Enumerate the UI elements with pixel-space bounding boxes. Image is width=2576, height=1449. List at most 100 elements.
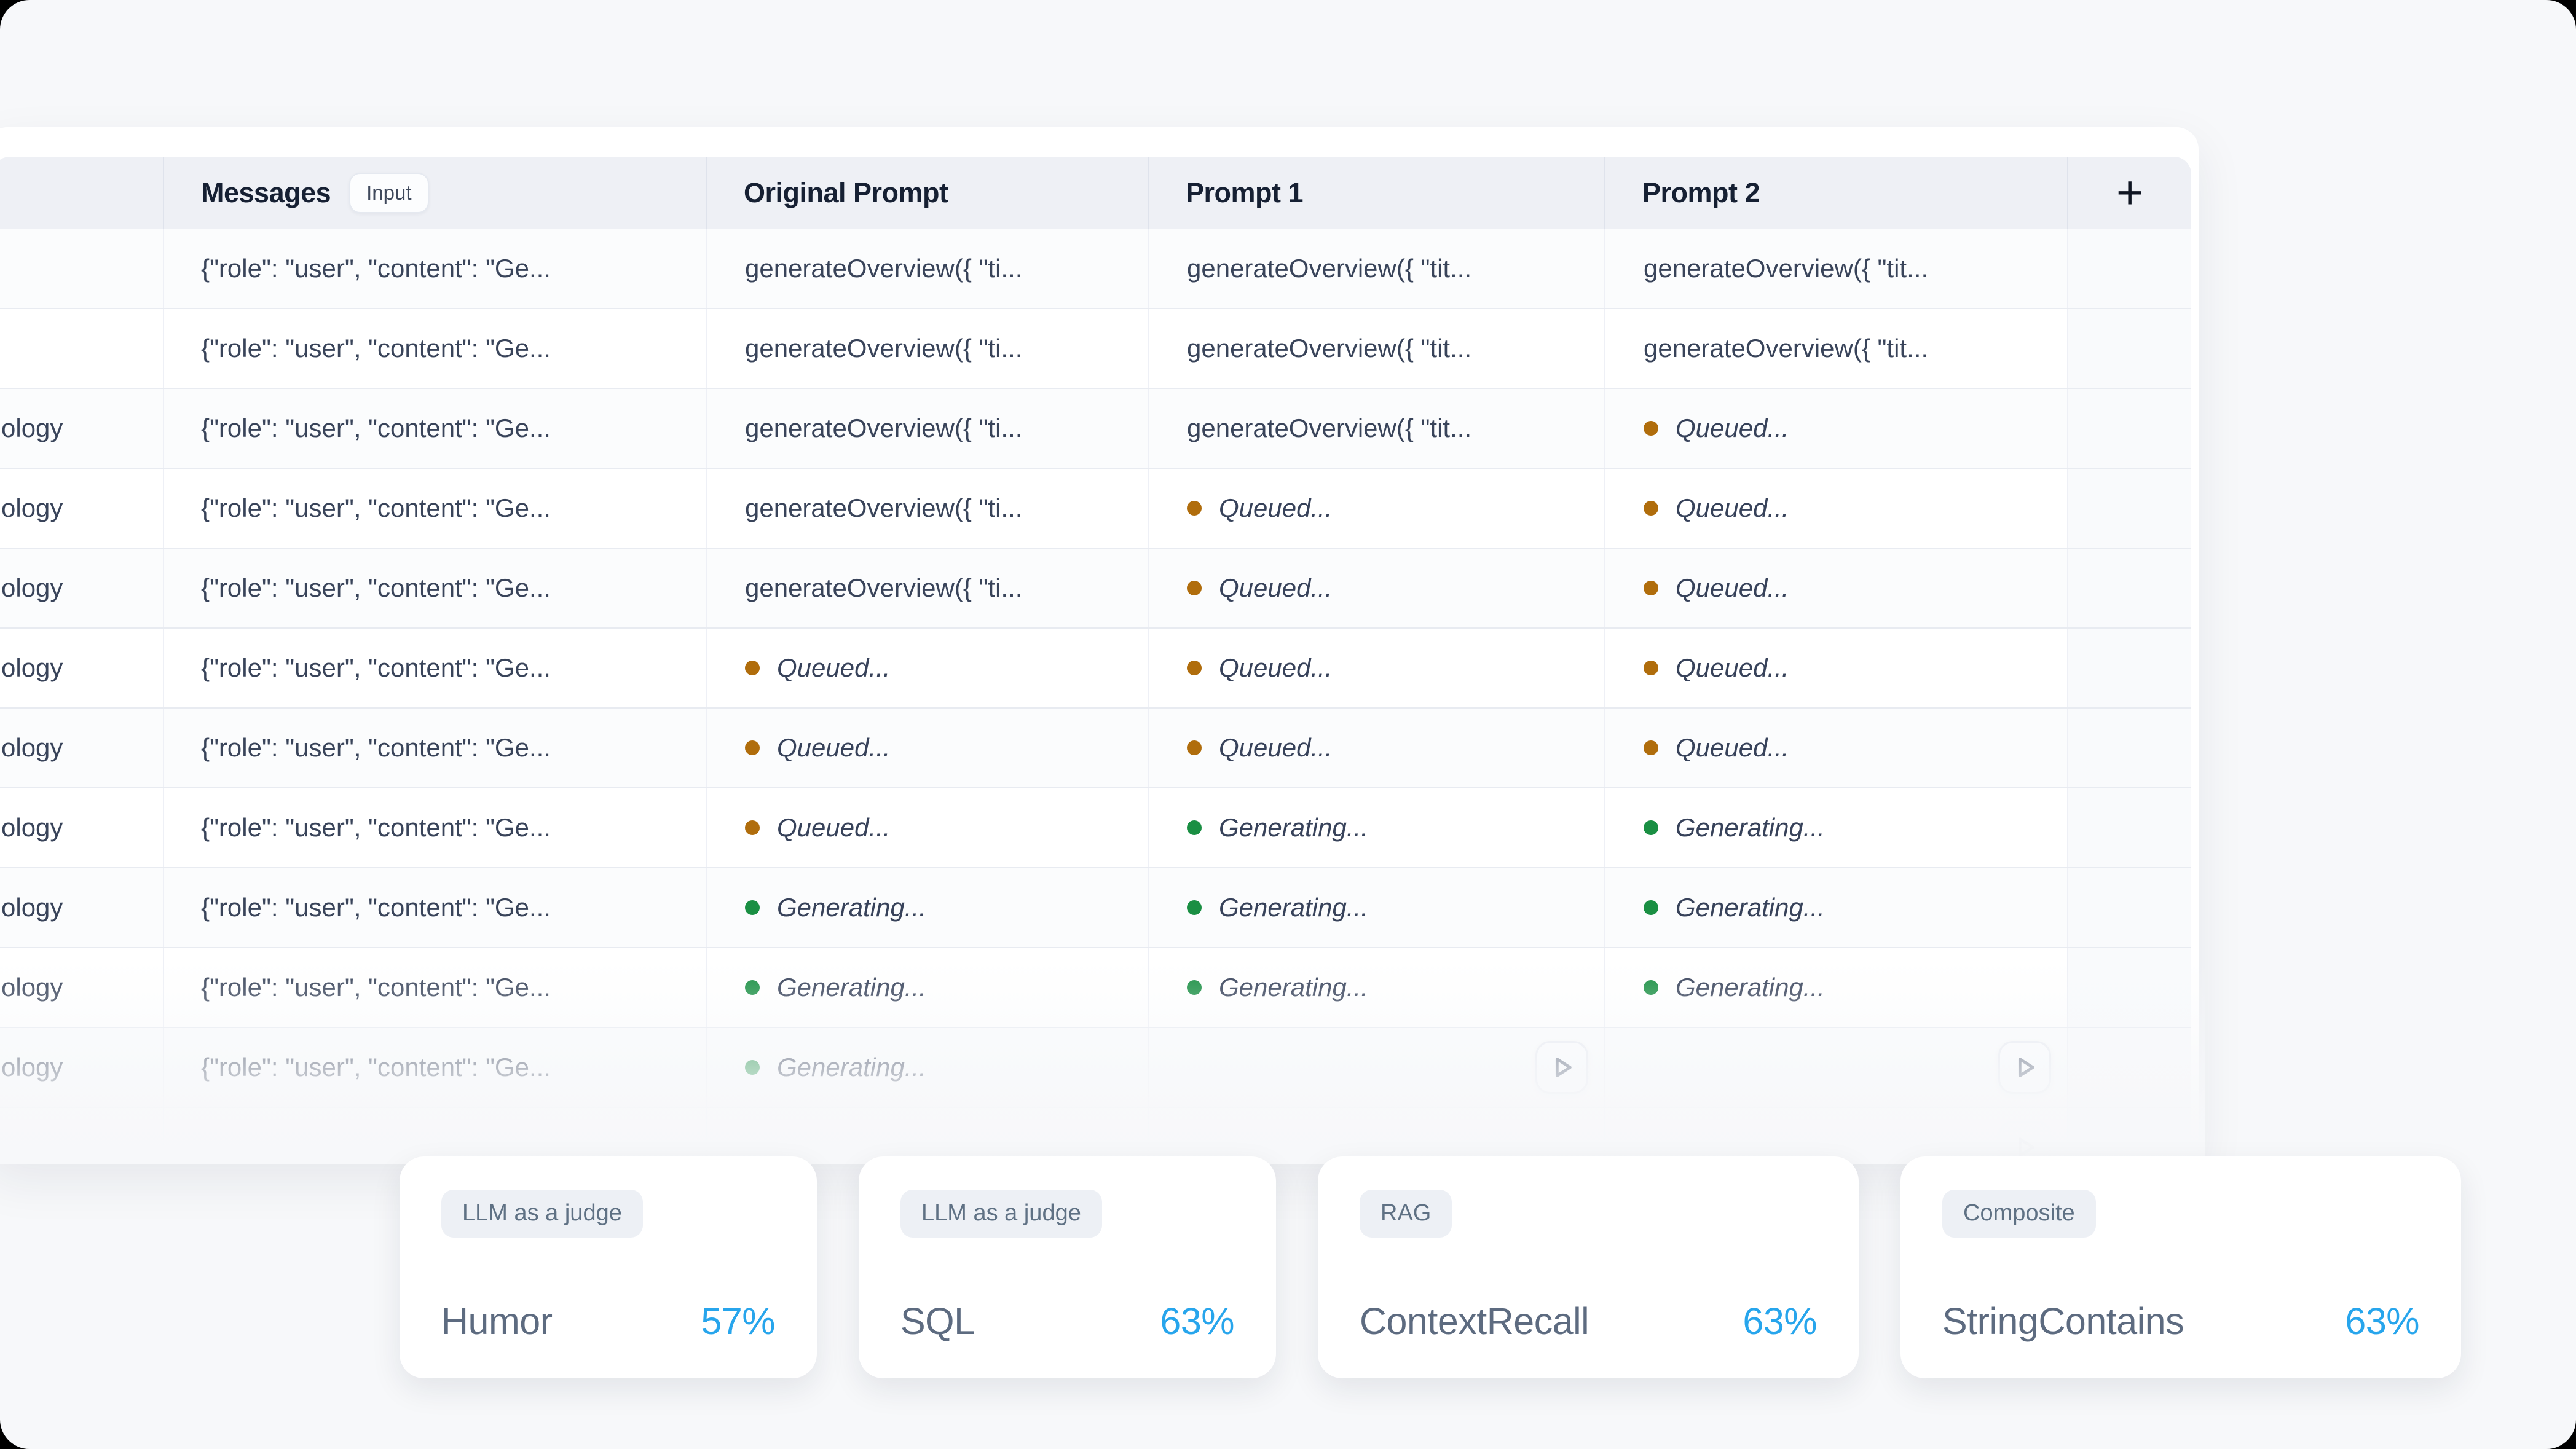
metric-row: StringContains 63% — [1942, 1300, 2419, 1343]
table-row[interactable]: {"role": "user", "content": "Ge... genera… — [0, 229, 2191, 309]
status-text: Queued... — [1219, 733, 1333, 762]
prompt-1-column-header[interactable]: Prompt 1 — [1149, 157, 1605, 229]
metric-value: 63% — [1160, 1300, 1234, 1342]
queued-status-cell: Queued... — [707, 709, 1149, 787]
status-text: Queued... — [1676, 733, 1789, 762]
generating-status-dot-icon — [745, 1060, 760, 1075]
messages-cell: {"role": "user", "content": "Ge... — [164, 1028, 707, 1107]
play-icon — [1555, 1058, 1572, 1077]
messages-cell: {"role": "user", "content": "Ge... — [164, 309, 707, 388]
generating-status-dot-icon — [1187, 980, 1202, 995]
table-row[interactable]: ology {"role": "user", "content": "Ge... G… — [0, 1028, 2191, 1108]
prompt-2-column-header[interactable]: Prompt 2 — [1605, 157, 2068, 229]
table-row[interactable]: ology {"role": "user", "content": "Ge... G… — [0, 868, 2191, 948]
queued-status-dot-icon — [1644, 501, 1658, 516]
metric-card-stringcontains[interactable]: Composite StringContains 63% — [1900, 1156, 2461, 1378]
messages-cell: {"role": "user", "content": "Ge... — [164, 709, 707, 787]
add-column-body-cell — [2068, 709, 2191, 787]
play-icon — [2018, 1058, 2034, 1077]
status-text: Queued... — [1676, 414, 1789, 442]
queued-status-cell: Queued... — [1605, 709, 2068, 787]
run-prompt-button[interactable] — [1535, 1041, 1588, 1094]
row-label-cell: ology — [0, 549, 164, 627]
status-text: Generating... — [1219, 893, 1368, 922]
metric-card-contextrecall[interactable]: RAG ContextRecall 63% — [1318, 1156, 1859, 1378]
queued-status-cell: Queued... — [1605, 389, 2068, 468]
add-column-body-cell — [2068, 229, 2191, 308]
metric-type-badge: Composite — [1942, 1190, 2096, 1238]
queued-status-cell: Queued... — [1605, 629, 2068, 707]
table-header-row: Messages Input Original Prompt Prompt 1 … — [0, 157, 2191, 229]
table-row[interactable]: {"role": "user", "content": "Ge... genera… — [0, 309, 2191, 389]
queued-status-dot-icon — [1187, 661, 1202, 675]
messages-cell: {"role": "user", "content": "Ge... — [164, 549, 707, 627]
table-row[interactable]: ology {"role": "user", "content": "Ge... G… — [0, 948, 2191, 1028]
queued-status-cell: Queued... — [1149, 629, 1605, 707]
table-row[interactable] — [0, 1108, 2191, 1161]
queued-status-cell: Queued... — [1149, 709, 1605, 787]
messages-cell: {"role": "user", "content": "Ge... — [164, 229, 707, 308]
messages-cell: {"role": "user", "content": "Ge... — [164, 788, 707, 867]
messages-cell: {"role": "user", "content": "Ge... — [164, 629, 707, 707]
status-text: Generating... — [777, 1053, 926, 1082]
status-text: Generating... — [1676, 973, 1825, 1002]
table-row[interactable]: ology {"role": "user", "content": "Ge... Q… — [0, 788, 2191, 868]
prompt-text-cell: generateOverview({ "tit... — [1605, 229, 2068, 308]
queued-status-cell: Queued... — [1149, 469, 1605, 548]
status-text: Generating... — [777, 893, 926, 922]
generating-status-cell: Generating... — [707, 868, 1149, 947]
messages-column-header[interactable]: Messages Input — [164, 157, 707, 229]
queued-status-dot-icon — [1187, 581, 1202, 595]
status-text: Queued... — [777, 813, 891, 842]
messages-cell — [164, 1108, 707, 1161]
metric-card-humor[interactable]: LLM as a judge Humor 57% — [400, 1156, 817, 1378]
metric-name: StringContains — [1942, 1300, 2184, 1342]
prompt-text-cell: generateOverview({ "tit... — [1149, 309, 1605, 388]
queued-status-dot-icon — [745, 820, 760, 835]
queued-status-dot-icon — [1187, 501, 1202, 516]
prompt-text-cell: generateOverview({ "tit... — [1605, 309, 2068, 388]
generating-status-cell: Generating... — [707, 948, 1149, 1027]
add-column-body-cell — [2068, 1108, 2191, 1161]
metric-card-sql[interactable]: LLM as a judge SQL 63% — [859, 1156, 1276, 1378]
row-label-cell: ology — [0, 948, 164, 1027]
table-row[interactable]: ology {"role": "user", "content": "Ge... Q… — [0, 629, 2191, 709]
original-prompt-column-header[interactable]: Original Prompt — [707, 157, 1149, 229]
metric-type-badge: LLM as a judge — [900, 1190, 1102, 1238]
status-text: Queued... — [1676, 573, 1789, 602]
table-row[interactable]: ology {"role": "user", "content": "Ge... g… — [0, 549, 2191, 629]
queued-status-dot-icon — [1644, 421, 1658, 436]
table-row[interactable]: ology {"role": "user", "content": "Ge... g… — [0, 469, 2191, 549]
status-text: Queued... — [1676, 653, 1789, 682]
table-row[interactable]: ology {"role": "user", "content": "Ge... g… — [0, 389, 2191, 469]
prompt-text-cell: generateOverview({ "ti... — [707, 469, 1149, 548]
table-row[interactable]: ology {"role": "user", "content": "Ge... Q… — [0, 709, 2191, 788]
status-text: Generating... — [777, 973, 926, 1002]
queued-status-cell: Queued... — [707, 788, 1149, 867]
empty-cell — [707, 1108, 1149, 1161]
prompt-text-cell: generateOverview({ "ti... — [707, 309, 1149, 388]
metric-type-badge: LLM as a judge — [441, 1190, 643, 1238]
row-label-cell: ology — [0, 389, 164, 468]
metric-cards-row: LLM as a judge Humor 57% LLM as a judge … — [400, 1156, 2461, 1378]
messages-cell: {"role": "user", "content": "Ge... — [164, 389, 707, 468]
row-label-cell: ology — [0, 629, 164, 707]
row-label-cell — [0, 309, 164, 388]
prompt-1-column-title: Prompt 1 — [1186, 177, 1304, 208]
prompt-2-column-title: Prompt 2 — [1642, 177, 1760, 208]
plus-icon: + — [2116, 167, 2143, 219]
queued-status-dot-icon — [745, 661, 760, 675]
generating-status-dot-icon — [1644, 980, 1658, 995]
metric-name: ContextRecall — [1360, 1300, 1589, 1342]
add-column-button[interactable]: + — [2068, 157, 2191, 229]
input-type-badge: Input — [349, 173, 429, 213]
prompt-comparison-card: Messages Input Original Prompt Prompt 1 … — [0, 127, 2205, 1164]
add-column-body-cell — [2068, 629, 2191, 707]
run-prompt-button[interactable] — [1998, 1121, 2051, 1161]
add-column-body-cell — [2068, 309, 2191, 388]
status-text: Generating... — [1219, 973, 1368, 1002]
row-label-cell: ology — [0, 868, 164, 947]
add-column-body-cell — [2068, 788, 2191, 867]
run-prompt-button[interactable] — [1998, 1041, 2051, 1094]
metric-row: SQL 63% — [900, 1300, 1234, 1343]
